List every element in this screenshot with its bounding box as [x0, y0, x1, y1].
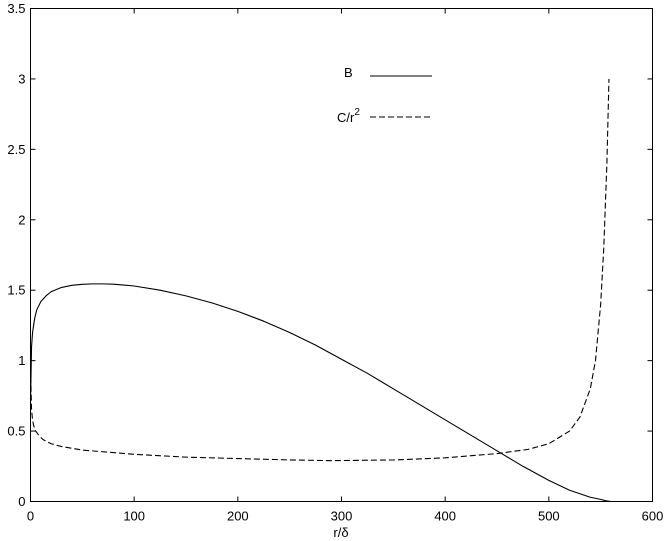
x-tick-label: 500: [538, 509, 560, 524]
x-tick-label: 300: [331, 509, 353, 524]
y-tick-label: 2: [18, 212, 25, 227]
legend-label-c-sup: 2: [354, 107, 360, 118]
series-b-line: [29, 283, 612, 503]
x-tick-label: 0: [27, 509, 34, 524]
tick-labels: 0 100 200 300 400 500 600 0 0.5 1 1.5 2 2.5 3 3.5: [7, 1, 663, 524]
y-tick-label: 2.5: [7, 142, 25, 157]
y-tick-label: 0: [18, 494, 25, 509]
x-axis-label: r/δ: [333, 525, 348, 540]
y-tick-label: 1: [18, 353, 25, 368]
series-layer: [29, 78, 612, 503]
series-c-over-r2-line: [29, 78, 610, 462]
y-tick-label: 3.5: [7, 1, 25, 16]
x-tick-label: 400: [434, 509, 456, 524]
plot-frame: [30, 8, 653, 502]
y-tick-label: 0.5: [7, 424, 25, 439]
x-tick-label: 200: [227, 509, 249, 524]
legend-label-b: B: [344, 65, 353, 80]
legend-label-c-base: C/r: [337, 110, 355, 125]
x-tick-label: 100: [123, 509, 145, 524]
x-tick-label: 600: [642, 509, 664, 524]
legend-label-c: C/r2: [337, 107, 360, 125]
ticks: [30, 8, 653, 502]
y-tick-label: 1.5: [7, 283, 25, 298]
y-tick-label: 3: [18, 71, 25, 86]
legend: B C/r2: [337, 65, 432, 125]
